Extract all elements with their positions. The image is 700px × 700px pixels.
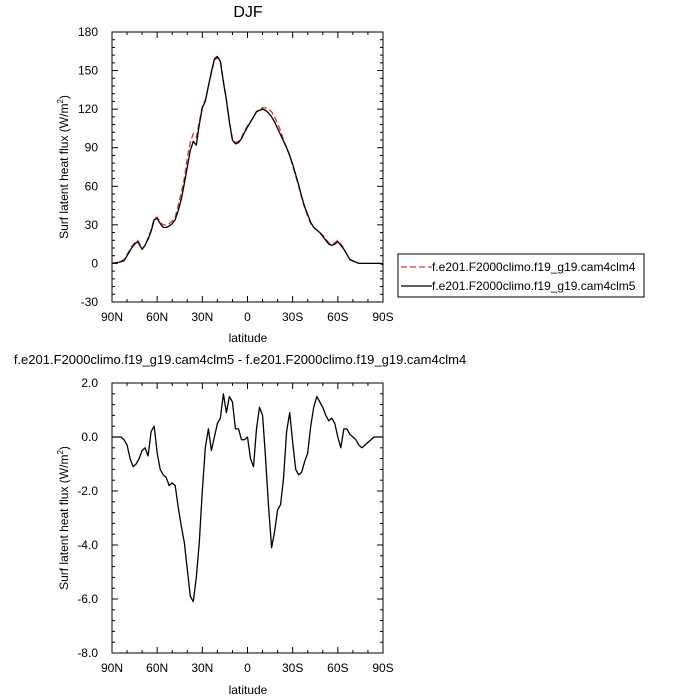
top-y-axis-label-sup: 2 [56,99,65,104]
top-tick-marks [111,31,384,303]
top-panel: DJF 90N 60N 30N 0 30S 60S 90S -30 0 30 60 90 120 150… [56,4,394,345]
y-tick-label: -2.0 [77,484,98,498]
y-tick-label: 0 [91,256,98,270]
legend: f.e201.F2000climo.f19_g19.cam4clm4 f.e20… [397,253,645,298]
y-tick-label: -6.0 [77,592,98,606]
bottom-y-axis-label-close: ) [57,446,71,450]
legend-label-cam4clm5: f.e201.F2000climo.f19_g19.cam4clm5 [432,279,636,293]
bottom-series-group [112,393,383,603]
bottom-y-axis-label-main: Surf latent heat flux (W/m [57,455,71,590]
top-series-line-1 [111,55,384,266]
x-tick-label: 90S [372,661,393,675]
x-tick-label: 30N [191,310,213,324]
x-tick-label: 90N [101,661,123,675]
x-tick-label: 90N [101,310,123,324]
top-y-tick-labels: -30 0 30 60 90 120 150 180 [78,25,98,309]
x-tick-label: 90S [372,310,393,324]
legend-box [397,253,645,298]
top-plot-frame [111,31,384,303]
x-tick-label: 0 [244,661,251,675]
y-tick-label: 180 [78,25,98,39]
y-tick-label: 0.0 [81,430,98,444]
x-tick-label: 60S [327,661,348,675]
top-x-tick-labels: 90N 60N 30N 0 30S 60S 90S [101,310,394,324]
bottom-y-tick-labels: -8.0 -6.0 -4.0 -2.0 0.0 2.0 [77,376,98,660]
y-tick-label: -4.0 [77,538,98,552]
top-series-group [111,55,384,266]
y-tick-label: 150 [78,64,98,78]
x-tick-label: 30S [282,310,303,324]
top-chart-title: DJF [233,4,263,21]
bottom-y-axis-label-sup: 2 [56,450,65,455]
bottom-series-line-0 [112,393,383,603]
x-tick-label: 30N [191,661,213,675]
top-y-axis-label: Surf latent heat flux (W/m2) [56,95,71,239]
y-tick-label: 2.0 [81,376,98,390]
y-tick-label: 120 [78,102,98,116]
bottom-plot-frame [111,382,384,654]
x-tick-label: 60N [146,661,168,675]
top-y-axis-label-close: ) [57,95,71,99]
x-tick-label: 60N [146,310,168,324]
x-tick-label: 30S [282,661,303,675]
top-x-axis-label: latitude [229,331,268,345]
x-tick-label: 0 [244,310,251,324]
bottom-chart-title: f.e201.F2000climo.f19_g19.cam4clm5 - f.e… [14,352,466,367]
bottom-tick-marks [111,382,384,654]
y-tick-label: 60 [85,179,99,193]
top-series-line-0 [111,57,384,266]
y-tick-label: 30 [85,218,99,232]
bottom-y-axis-label: Surf latent heat flux (W/m2) [56,446,71,590]
y-tick-label: -30 [81,295,99,309]
y-tick-label: 90 [85,141,99,155]
bottom-panel: f.e201.F2000climo.f19_g19.cam4clm5 - f.e… [14,352,466,697]
x-tick-label: 60S [327,310,348,324]
top-y-axis-label-main: Surf latent heat flux (W/m [57,104,71,239]
legend-label-cam4clm4: f.e201.F2000climo.f19_g19.cam4clm4 [432,260,636,274]
y-tick-label: -8.0 [77,646,98,660]
bottom-x-tick-labels: 90N 60N 30N 0 30S 60S 90S [101,661,394,675]
bottom-x-axis-label: latitude [229,683,268,697]
